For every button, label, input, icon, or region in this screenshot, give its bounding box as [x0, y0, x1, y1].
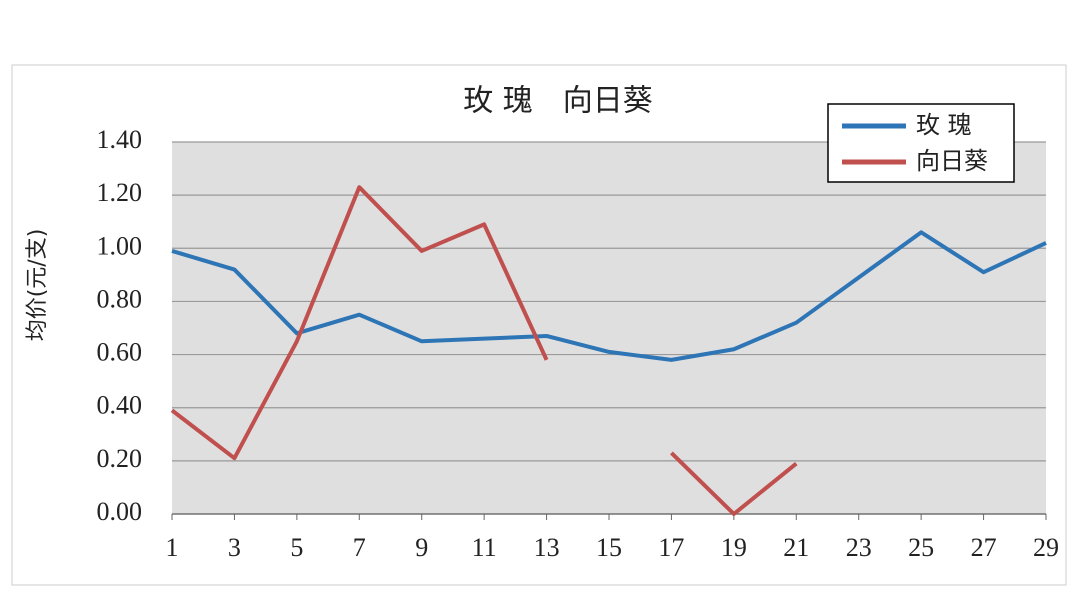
- plot: 0.000.200.400.600.801.001.201.401 3 5 7 9 11 1…: [97, 125, 1060, 562]
- legend-box: [827, 103, 1015, 183]
- x-tick-label: 25: [908, 533, 934, 562]
- y-tick-label: 1.40: [97, 125, 143, 154]
- x-tick-label: 5: [290, 533, 303, 562]
- y-tick-label: 0.80: [97, 284, 143, 313]
- x-tick-label: 1: [166, 533, 179, 562]
- x-tick-label: 17: [658, 533, 684, 562]
- y-tick-label: 0.60: [97, 338, 143, 367]
- legend-label: 向日葵: [916, 147, 988, 175]
- y-tick-label: 0.20: [97, 444, 143, 473]
- y-tick-label: 1.20: [97, 178, 143, 207]
- x-tick-label: 11: [472, 533, 497, 562]
- x-tick-label: 23: [846, 533, 872, 562]
- legend-label: 玫 瑰: [916, 111, 972, 139]
- series-line: [170, 185, 798, 516]
- x-tick-label: 7: [353, 533, 366, 562]
- x-tick-label: 13: [534, 533, 560, 562]
- y-tick-label: 1.00: [97, 231, 143, 260]
- y-tick-label: 0.00: [97, 497, 143, 526]
- x-tick-label: 29: [1033, 533, 1059, 562]
- x-tick-label: 21: [783, 533, 809, 562]
- x-tick-label: 15: [596, 533, 622, 562]
- series-line: [171, 230, 1047, 362]
- y-axis-label: 均价(元/支): [25, 229, 50, 342]
- x-tick-label: 19: [721, 533, 747, 562]
- x-tick-label: 27: [971, 533, 997, 562]
- chart-title: 玫 瑰 向日葵: [463, 84, 653, 119]
- x-tick-label: 9: [415, 533, 428, 562]
- x-tick-label: 3: [228, 533, 241, 562]
- y-tick-label: 0.40: [97, 391, 143, 420]
